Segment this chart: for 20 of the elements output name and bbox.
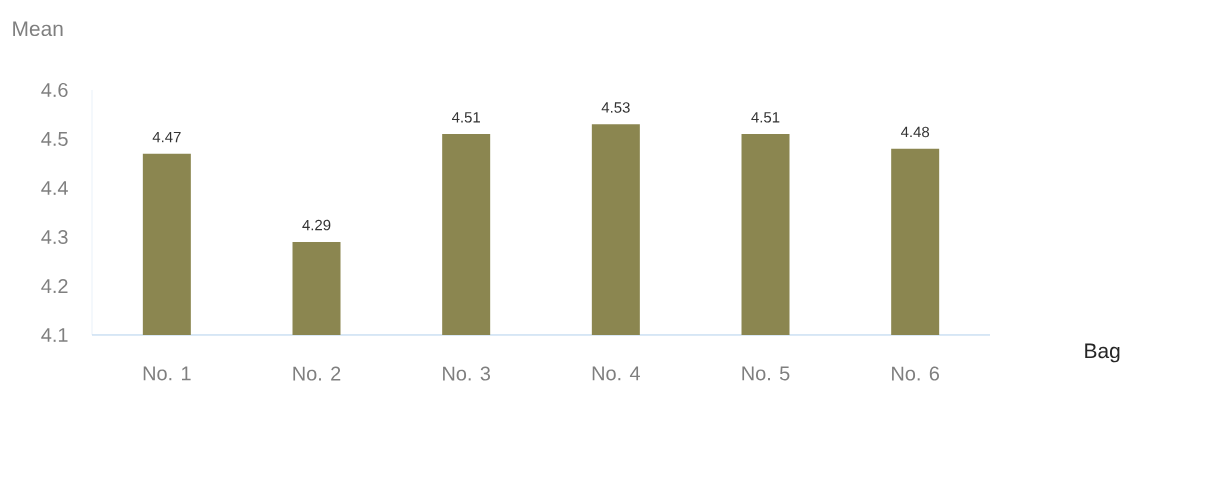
y-tick-label: 4.3 — [41, 229, 68, 245]
data-label: 4.29 — [302, 219, 331, 231]
x-tick-label: No. 4 — [592, 366, 640, 381]
data-label: 4.53 — [601, 102, 630, 113]
y-axis-title: Mean — [13, 21, 63, 37]
x-tick-label: No. 1 — [143, 366, 191, 381]
x-tick-label: No. 6 — [892, 366, 940, 381]
data-label: 4.51 — [451, 112, 480, 123]
y-tick-label: 4.6 — [41, 82, 68, 98]
x-axis-title: Bag — [1085, 343, 1120, 363]
x-tick-label: No. 3 — [443, 366, 491, 381]
x-tick-label: No. 2 — [293, 366, 341, 381]
y-tick-label: 4.2 — [41, 279, 68, 293]
x-tick-label: No. 5 — [742, 366, 790, 381]
data-label: 4.47 — [152, 131, 181, 143]
y-tick-label: 4.5 — [41, 132, 68, 146]
y-tick-label: 4.4 — [41, 181, 68, 195]
y-tick-label: 4.1 — [41, 328, 68, 342]
data-label: 4.51 — [751, 112, 780, 123]
data-label: 4.48 — [900, 126, 930, 138]
